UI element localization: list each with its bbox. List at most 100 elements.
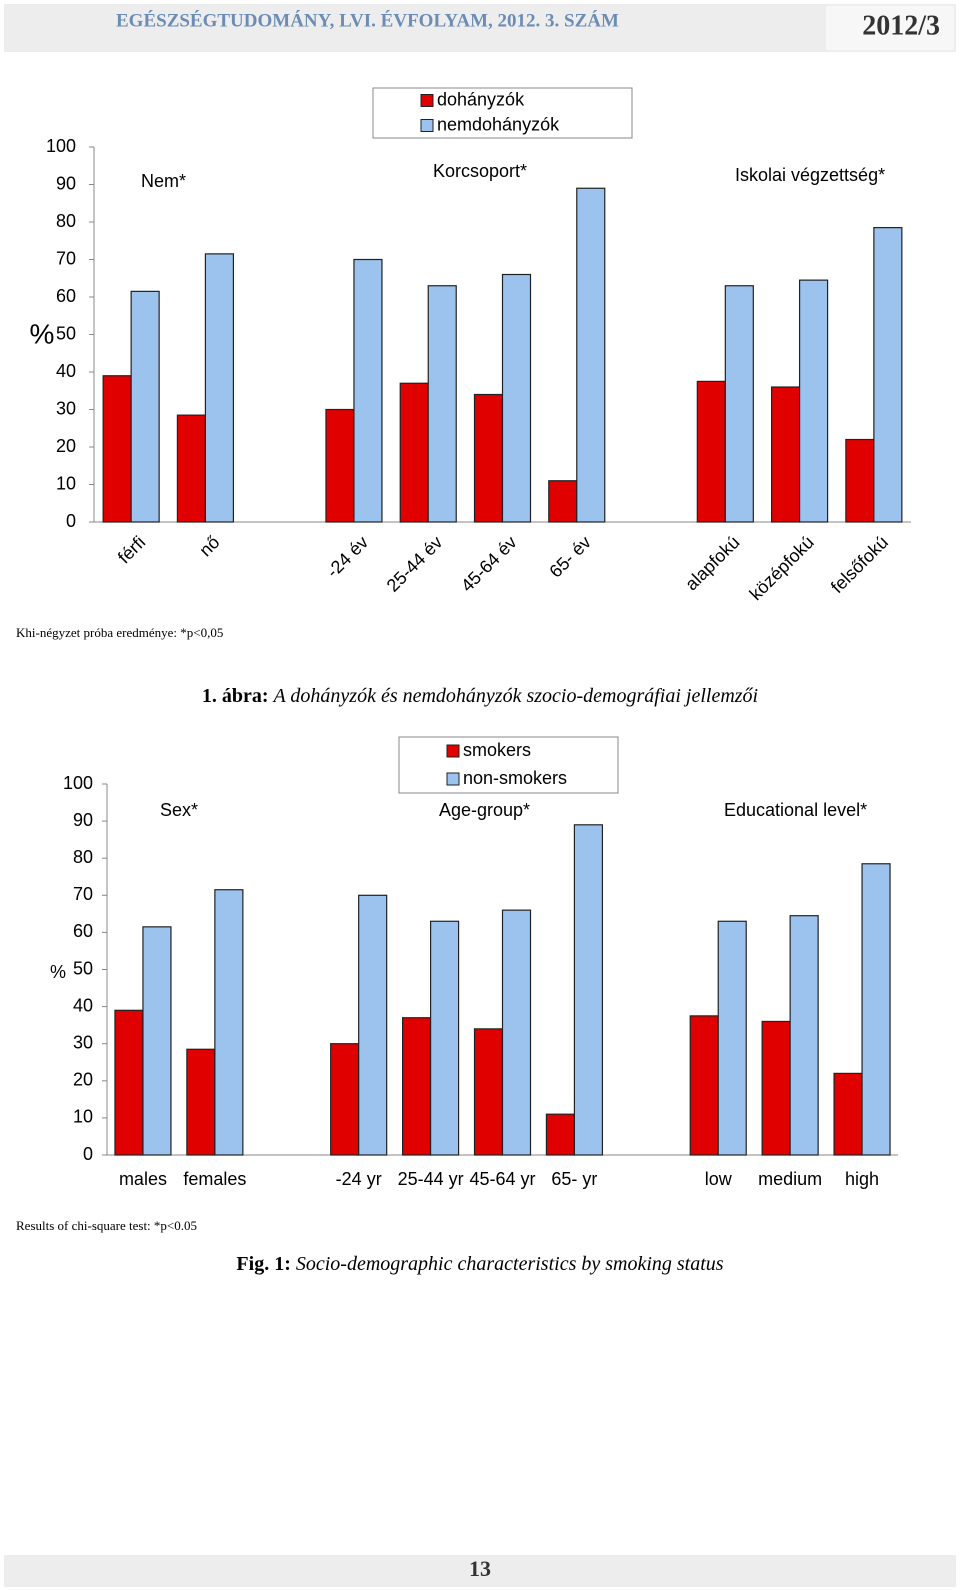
x-tick-label: férfi xyxy=(114,532,149,567)
y-tick-label: 20 xyxy=(73,1070,93,1090)
x-tick-label: low xyxy=(705,1169,733,1189)
x-tick-label: males xyxy=(119,1169,167,1189)
y-tick-label: 100 xyxy=(63,773,93,793)
y-axis-label: % xyxy=(30,318,55,349)
bar xyxy=(358,894,388,1156)
legend-label: non-smokers xyxy=(463,768,567,788)
legend-label: nemdohányzók xyxy=(437,114,560,134)
bar xyxy=(845,438,875,523)
bar xyxy=(873,227,903,523)
x-tick-label: alapfokú xyxy=(681,532,743,594)
y-tick-label: 100 xyxy=(46,136,76,156)
y-tick-label: 70 xyxy=(56,248,76,268)
journal-title: EGÉSZSÉGTUDOMÁNY, LVI. ÉVFOLYAM, 2012. 3… xyxy=(116,9,619,31)
y-tick-label: 0 xyxy=(66,511,76,531)
x-tick-label: females xyxy=(183,1169,246,1189)
caption-text: Socio-demographic characteristics by smo… xyxy=(296,1253,724,1275)
bar xyxy=(176,414,207,523)
x-tick-label: 65- év xyxy=(545,532,595,582)
x-tick-label: 65- yr xyxy=(551,1169,597,1189)
legend-swatch xyxy=(420,94,434,107)
chart-note: Khi-négyzet próba eredménye: *p<0,05 xyxy=(16,625,223,640)
bar xyxy=(214,889,244,1156)
y-tick-label: 10 xyxy=(56,473,76,493)
group-label: Iskolai végzettség* xyxy=(735,165,885,185)
x-tick-label: 45-64 yr xyxy=(469,1169,535,1189)
legend-swatch xyxy=(446,744,460,758)
legend-label: dohányzók xyxy=(437,89,525,109)
y-tick-label: 10 xyxy=(73,1107,93,1127)
x-tick-label: nő xyxy=(195,532,223,560)
bar xyxy=(102,375,132,523)
bar xyxy=(576,187,606,523)
legend-box xyxy=(398,736,619,794)
x-tick-label: felsőfokú xyxy=(827,532,892,597)
y-axis-label: % xyxy=(50,962,66,982)
bar xyxy=(548,480,578,523)
bar xyxy=(798,279,829,523)
y-tick-label: 80 xyxy=(73,847,93,867)
x-tick-label: 25-44 év xyxy=(383,532,447,596)
y-tick-label: 30 xyxy=(56,398,76,418)
bar xyxy=(473,393,504,523)
legend-swatch xyxy=(446,772,460,786)
group-label: Korcsoport* xyxy=(433,161,527,181)
bar xyxy=(761,1020,791,1156)
y-tick-label: 40 xyxy=(56,361,76,381)
x-tick-label: medium xyxy=(758,1169,822,1189)
bar xyxy=(114,1009,144,1156)
bar xyxy=(204,253,235,523)
y-tick-label: 50 xyxy=(73,958,93,978)
bar xyxy=(861,863,891,1156)
bar xyxy=(717,920,747,1156)
bar xyxy=(142,926,172,1156)
caption-label: Fig. 1: xyxy=(236,1253,290,1275)
y-tick-label: 50 xyxy=(56,323,76,343)
x-tick-label: -24 yr xyxy=(336,1169,382,1189)
bar xyxy=(186,1048,216,1156)
y-tick-label: 90 xyxy=(73,810,93,830)
bar xyxy=(473,1028,504,1156)
group-label: Nem* xyxy=(141,171,186,191)
bar xyxy=(770,386,801,523)
y-tick-label: 90 xyxy=(56,173,76,193)
bar xyxy=(501,909,532,1156)
bar xyxy=(696,380,726,523)
y-tick-label: 0 xyxy=(83,1144,93,1164)
bar xyxy=(427,285,457,523)
legend-label: smokers xyxy=(463,740,531,760)
bar xyxy=(130,290,160,523)
group-label: Sex* xyxy=(160,800,198,820)
footer-band xyxy=(4,1555,956,1587)
x-tick-label: 45-64 év xyxy=(457,532,521,596)
y-tick-label: 80 xyxy=(56,211,76,231)
y-tick-label: 30 xyxy=(73,1032,93,1052)
x-tick-label: középfokú xyxy=(746,532,818,604)
legend-swatch xyxy=(420,119,434,132)
y-tick-label: 60 xyxy=(73,921,93,941)
bar xyxy=(545,1113,576,1156)
y-tick-label: 20 xyxy=(56,436,76,456)
bar xyxy=(330,1043,360,1156)
caption: Fig. 1: Socio-demographic characteristic… xyxy=(236,1253,723,1275)
bar xyxy=(573,824,604,1156)
bar xyxy=(833,1072,863,1156)
header-band xyxy=(4,4,956,52)
bar xyxy=(401,1017,432,1156)
x-tick-label: 25-44 yr xyxy=(398,1169,464,1189)
caption-label: 1. ábra: xyxy=(202,685,269,707)
bar xyxy=(689,1015,719,1156)
bar xyxy=(325,408,355,523)
bar xyxy=(724,285,754,523)
y-tick-label: 60 xyxy=(56,286,76,306)
chart-note: Results of chi-square test: *p<0.05 xyxy=(16,1218,197,1233)
y-tick-label: 40 xyxy=(73,995,93,1015)
y-tick-label: 70 xyxy=(73,884,93,904)
bar xyxy=(429,920,460,1156)
issue: 2012/3 xyxy=(862,10,940,41)
group-label: Age-group* xyxy=(439,800,530,820)
legend-box xyxy=(372,87,633,139)
bar xyxy=(353,258,383,523)
